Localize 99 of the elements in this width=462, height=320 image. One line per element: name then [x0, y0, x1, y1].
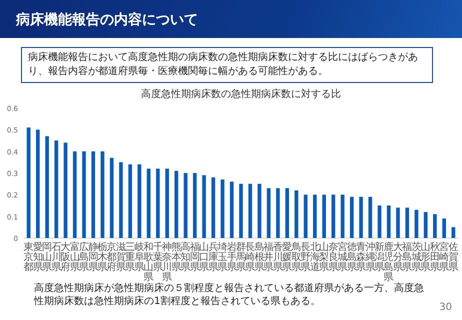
x-tick-label: 神奈川県 [162, 241, 172, 283]
bar [378, 206, 382, 238]
bar [72, 151, 77, 238]
x-tick-label: 北海道 [310, 241, 320, 273]
x-tick-label: 東京都 [24, 241, 34, 273]
x-tick-label: 千葉県 [152, 241, 163, 273]
bar [110, 158, 114, 238]
x-tick-label: 京都府 [106, 241, 117, 273]
x-tick-label: 広島県 [79, 241, 90, 273]
x-tick-label: 和歌山県 [144, 241, 154, 283]
x-tick-label: 愛媛県 [282, 241, 292, 273]
bar [184, 173, 188, 238]
text: 病床機能報告において高度急性期の病床数の急性期病床数に対する比にはばらつきがあり、報告内容が都道府県毎・医療機関毎に幅がある可能性がある。 [21, 47, 433, 83]
text: 高度急性期病床が急性期病床の５割程度と報告されている都道府県がある一方、高度急性期病床数は急性期病床の1割程度と報告されている県もある。 [34, 282, 425, 308]
bar [230, 182, 234, 238]
x-tick-label: 新潟県 [374, 241, 385, 273]
bar [156, 168, 160, 238]
x-tick-label: 静岡県 [88, 241, 98, 273]
bar [146, 168, 151, 238]
x-tick-label: 山梨県 [319, 241, 330, 273]
bar [54, 140, 58, 238]
bar [424, 212, 428, 238]
x-tick-label: 高知県 [180, 241, 191, 273]
bar [128, 164, 132, 238]
x-tick-label: 富山県 [70, 241, 80, 273]
x-tick-label: 福井県 [264, 241, 274, 273]
x-tick-label: 沖縄県 [364, 241, 376, 273]
bar [138, 164, 142, 238]
x-tick-label: 長崎県 [245, 242, 256, 273]
bar [331, 194, 336, 238]
bar [202, 175, 206, 238]
bar [82, 151, 86, 238]
bar [192, 173, 197, 238]
x-tick-label: 岩手県 [226, 241, 237, 273]
x-tick-label: 石川県 [51, 242, 62, 273]
bar [258, 184, 262, 238]
bar [36, 130, 40, 238]
bar [100, 151, 104, 238]
x-tick-label: 三重県 [125, 242, 136, 273]
x-tick-label: 滋賀県 [116, 241, 126, 273]
x-tick-label: 奈良県 [328, 242, 338, 273]
x-tick-label: 佐賀県 [448, 242, 458, 273]
bar [165, 168, 169, 238]
x-tick-label: 愛知県 [32, 241, 43, 273]
x-tick-label: 島根県 [254, 241, 264, 273]
bar [433, 214, 437, 238]
bar [174, 170, 178, 238]
x-tick-label: 宮崎県 [439, 241, 450, 273]
x-tick-label: 岐阜県 [134, 241, 144, 273]
bar [386, 206, 391, 238]
x-tick-label: 福岡県 [190, 241, 200, 273]
bar [119, 162, 123, 238]
x-tick-label: 兵庫県 [208, 241, 218, 273]
bar [91, 151, 96, 238]
bar [294, 190, 298, 238]
bar [45, 136, 49, 238]
bar [359, 196, 363, 238]
x-tick-label: 山口県 [199, 241, 210, 273]
x-tick-label: 秋田県 [430, 241, 440, 273]
bar [322, 194, 326, 238]
bar [414, 210, 418, 238]
x-tick-label: 福島県 [402, 241, 412, 273]
x-tick-label: 宮城県 [336, 241, 348, 273]
bar [396, 208, 400, 238]
bar [350, 196, 354, 238]
bar [276, 188, 280, 238]
x-tick-label: 大分県 [392, 241, 403, 273]
text: 病床機能報告の内容について [16, 11, 198, 29]
x-tick-label: 鳥取県 [290, 241, 302, 273]
bar [266, 188, 271, 238]
bar [304, 194, 308, 238]
x-tick-label: 熊本県 [171, 241, 182, 273]
x-tick-label: 茨城県 [410, 241, 422, 273]
bar [26, 128, 30, 238]
bar [64, 142, 68, 238]
x-tick-label: 香川県 [272, 241, 283, 273]
x-tick-label: 鹿児島県 [384, 241, 394, 283]
bar [285, 188, 290, 238]
x-tick-label: 岡山県 [42, 242, 52, 273]
x-tick-label: 長野県 [300, 242, 311, 273]
bar [248, 184, 252, 238]
bar [313, 194, 317, 238]
x-tick-label: 大阪府 [60, 241, 71, 273]
x-tick-label: 群馬県 [235, 241, 246, 273]
bar [211, 177, 216, 238]
text: 30 [439, 302, 452, 313]
bar [340, 194, 344, 238]
x-tick-label: 山形県 [420, 241, 431, 273]
bar [220, 180, 224, 238]
x-tick-label: 埼玉県 [216, 241, 228, 273]
bar [452, 227, 456, 238]
bar [368, 196, 372, 238]
x-tick-label: 徳島県 [346, 242, 357, 273]
bar [405, 208, 410, 238]
x-tick-label: 青森県 [356, 241, 366, 273]
chart-title: 高度急性期病床数の急性期病床数に対する比 [141, 88, 341, 100]
bar [239, 184, 243, 238]
x-tick-label: 栃木県 [97, 241, 108, 273]
bar [442, 218, 446, 238]
